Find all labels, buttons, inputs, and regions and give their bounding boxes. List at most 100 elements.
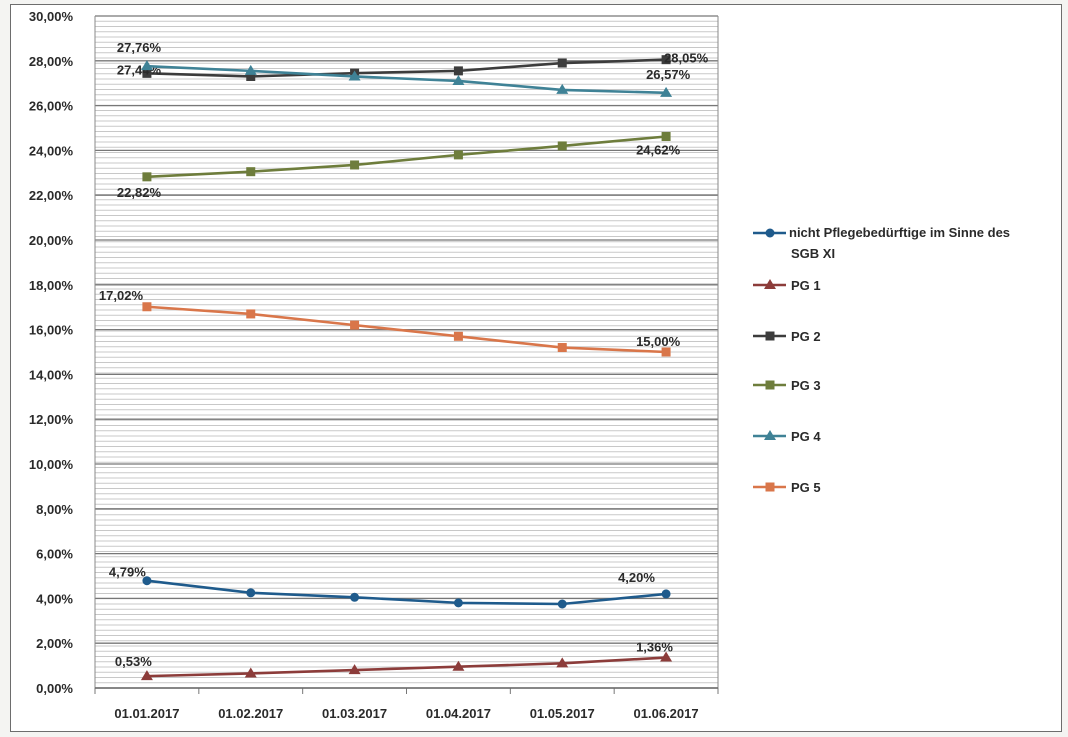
data-point (142, 68, 152, 78)
data-point (453, 150, 463, 160)
series-line (146, 58, 667, 78)
data-point (244, 64, 257, 75)
series-3: 27,44% 28,05% (117, 51, 709, 81)
data-point (453, 331, 463, 341)
data-point (348, 70, 361, 81)
y-tick-label: 10,00% (29, 457, 74, 472)
data-point (661, 589, 671, 599)
data-point (557, 141, 567, 151)
legend-marker (765, 228, 775, 238)
series-line (146, 135, 667, 179)
data-label: 24,62% (636, 143, 681, 158)
data-point (246, 588, 256, 598)
data-point (661, 347, 671, 357)
data-point (246, 71, 256, 81)
legend-item: PG 2 (753, 329, 821, 344)
data-point (246, 167, 256, 177)
y-tick-label: 6,00% (36, 547, 73, 562)
data-point (452, 74, 465, 85)
data-point (140, 60, 153, 71)
data-label: 27,44% (117, 62, 162, 77)
data-point (142, 172, 152, 182)
data-label: 4,20% (618, 570, 655, 585)
y-tick-label: 24,00% (29, 143, 74, 158)
legend-label: nicht Pflegebedürftige im Sinne des (789, 225, 1010, 240)
y-tick-label: 14,00% (29, 367, 74, 382)
legend-label: PG 3 (791, 378, 821, 393)
data-label: 27,76% (117, 40, 162, 55)
x-tick-label: 01.04.2017 (426, 706, 491, 721)
y-tick-label: 8,00% (36, 502, 73, 517)
data-point (557, 343, 567, 353)
legend-marker (764, 279, 776, 289)
x-tick-label: 01.02.2017 (218, 706, 283, 721)
x-tick-label: 01.06.2017 (634, 706, 699, 721)
data-point (453, 66, 463, 76)
data-label: 1,36% (636, 640, 673, 655)
y-tick-label: 4,00% (36, 591, 73, 606)
data-point (350, 320, 360, 330)
data-label: 26,57% (646, 67, 691, 82)
y-tick-label: 2,00% (36, 636, 73, 651)
legend: nicht Pflegebedürftige im Sinne des SGB X… (753, 225, 1010, 495)
data-point (660, 651, 673, 662)
legend-item: PG 1 (753, 278, 821, 293)
data-point (660, 86, 673, 97)
data-point (557, 599, 567, 609)
series-5: 27,76% 26,57% (117, 40, 691, 97)
legend-marker (765, 380, 775, 390)
legend-item: PG 4 (753, 429, 821, 444)
gridlines (94, 15, 719, 694)
series-line (146, 64, 667, 95)
data-point (661, 132, 671, 142)
data-point (142, 576, 152, 586)
data-label: 28,05% (664, 51, 709, 66)
data-point (244, 667, 257, 678)
legend-label-continued: SGB XI (791, 246, 835, 261)
data-point (452, 660, 465, 671)
series-1: 4,79% 4,20% (109, 565, 671, 609)
y-tick-label: 12,00% (29, 412, 74, 427)
x-tick-label: 01.01.2017 (114, 706, 179, 721)
x-tick-label: 01.03.2017 (322, 706, 387, 721)
legend-label: PG 4 (791, 429, 821, 444)
legend-item: PG 5 (753, 480, 821, 495)
data-label: 15,00% (636, 334, 681, 349)
data-label: 17,02% (99, 288, 144, 303)
data-point (140, 670, 153, 681)
series-line (146, 656, 667, 678)
series-2: 0,53% 1,36% (115, 640, 673, 681)
data-point (350, 592, 360, 602)
data-point (348, 664, 361, 675)
data-label: 4,79% (109, 565, 146, 580)
x-tick-label: 01.05.2017 (530, 706, 595, 721)
legend-item: PG 3 (753, 378, 821, 393)
data-point (453, 598, 463, 608)
series-4: 22,82% 24,62% (117, 132, 681, 200)
y-tick-label: 26,00% (29, 99, 74, 114)
series-line (146, 305, 667, 354)
data-label: 22,82% (117, 185, 162, 200)
legend-label: PG 5 (791, 480, 821, 495)
data-point (557, 58, 567, 68)
data-label: 0,53% (115, 654, 152, 669)
y-tick-label: 22,00% (29, 188, 74, 203)
data-point (556, 657, 569, 668)
y-tick-label: 0,00% (36, 681, 73, 696)
series-6: 17,02% 15,00% (99, 288, 681, 357)
data-point (142, 302, 152, 312)
legend-item: nicht Pflegebedürftige im Sinne des SGB X… (753, 225, 1010, 261)
y-tick-label: 18,00% (29, 278, 74, 293)
data-point (661, 55, 671, 65)
series-line (146, 579, 667, 606)
data-point (556, 83, 569, 94)
legend-marker (765, 331, 775, 341)
legend-label: PG 2 (791, 329, 821, 344)
legend-marker (764, 430, 776, 440)
y-tick-label: 30,00% (29, 9, 74, 24)
y-tick-label: 28,00% (29, 54, 74, 69)
y-tick-label: 16,00% (29, 323, 74, 338)
data-point (246, 309, 256, 319)
y-tick-label: 20,00% (29, 233, 74, 248)
